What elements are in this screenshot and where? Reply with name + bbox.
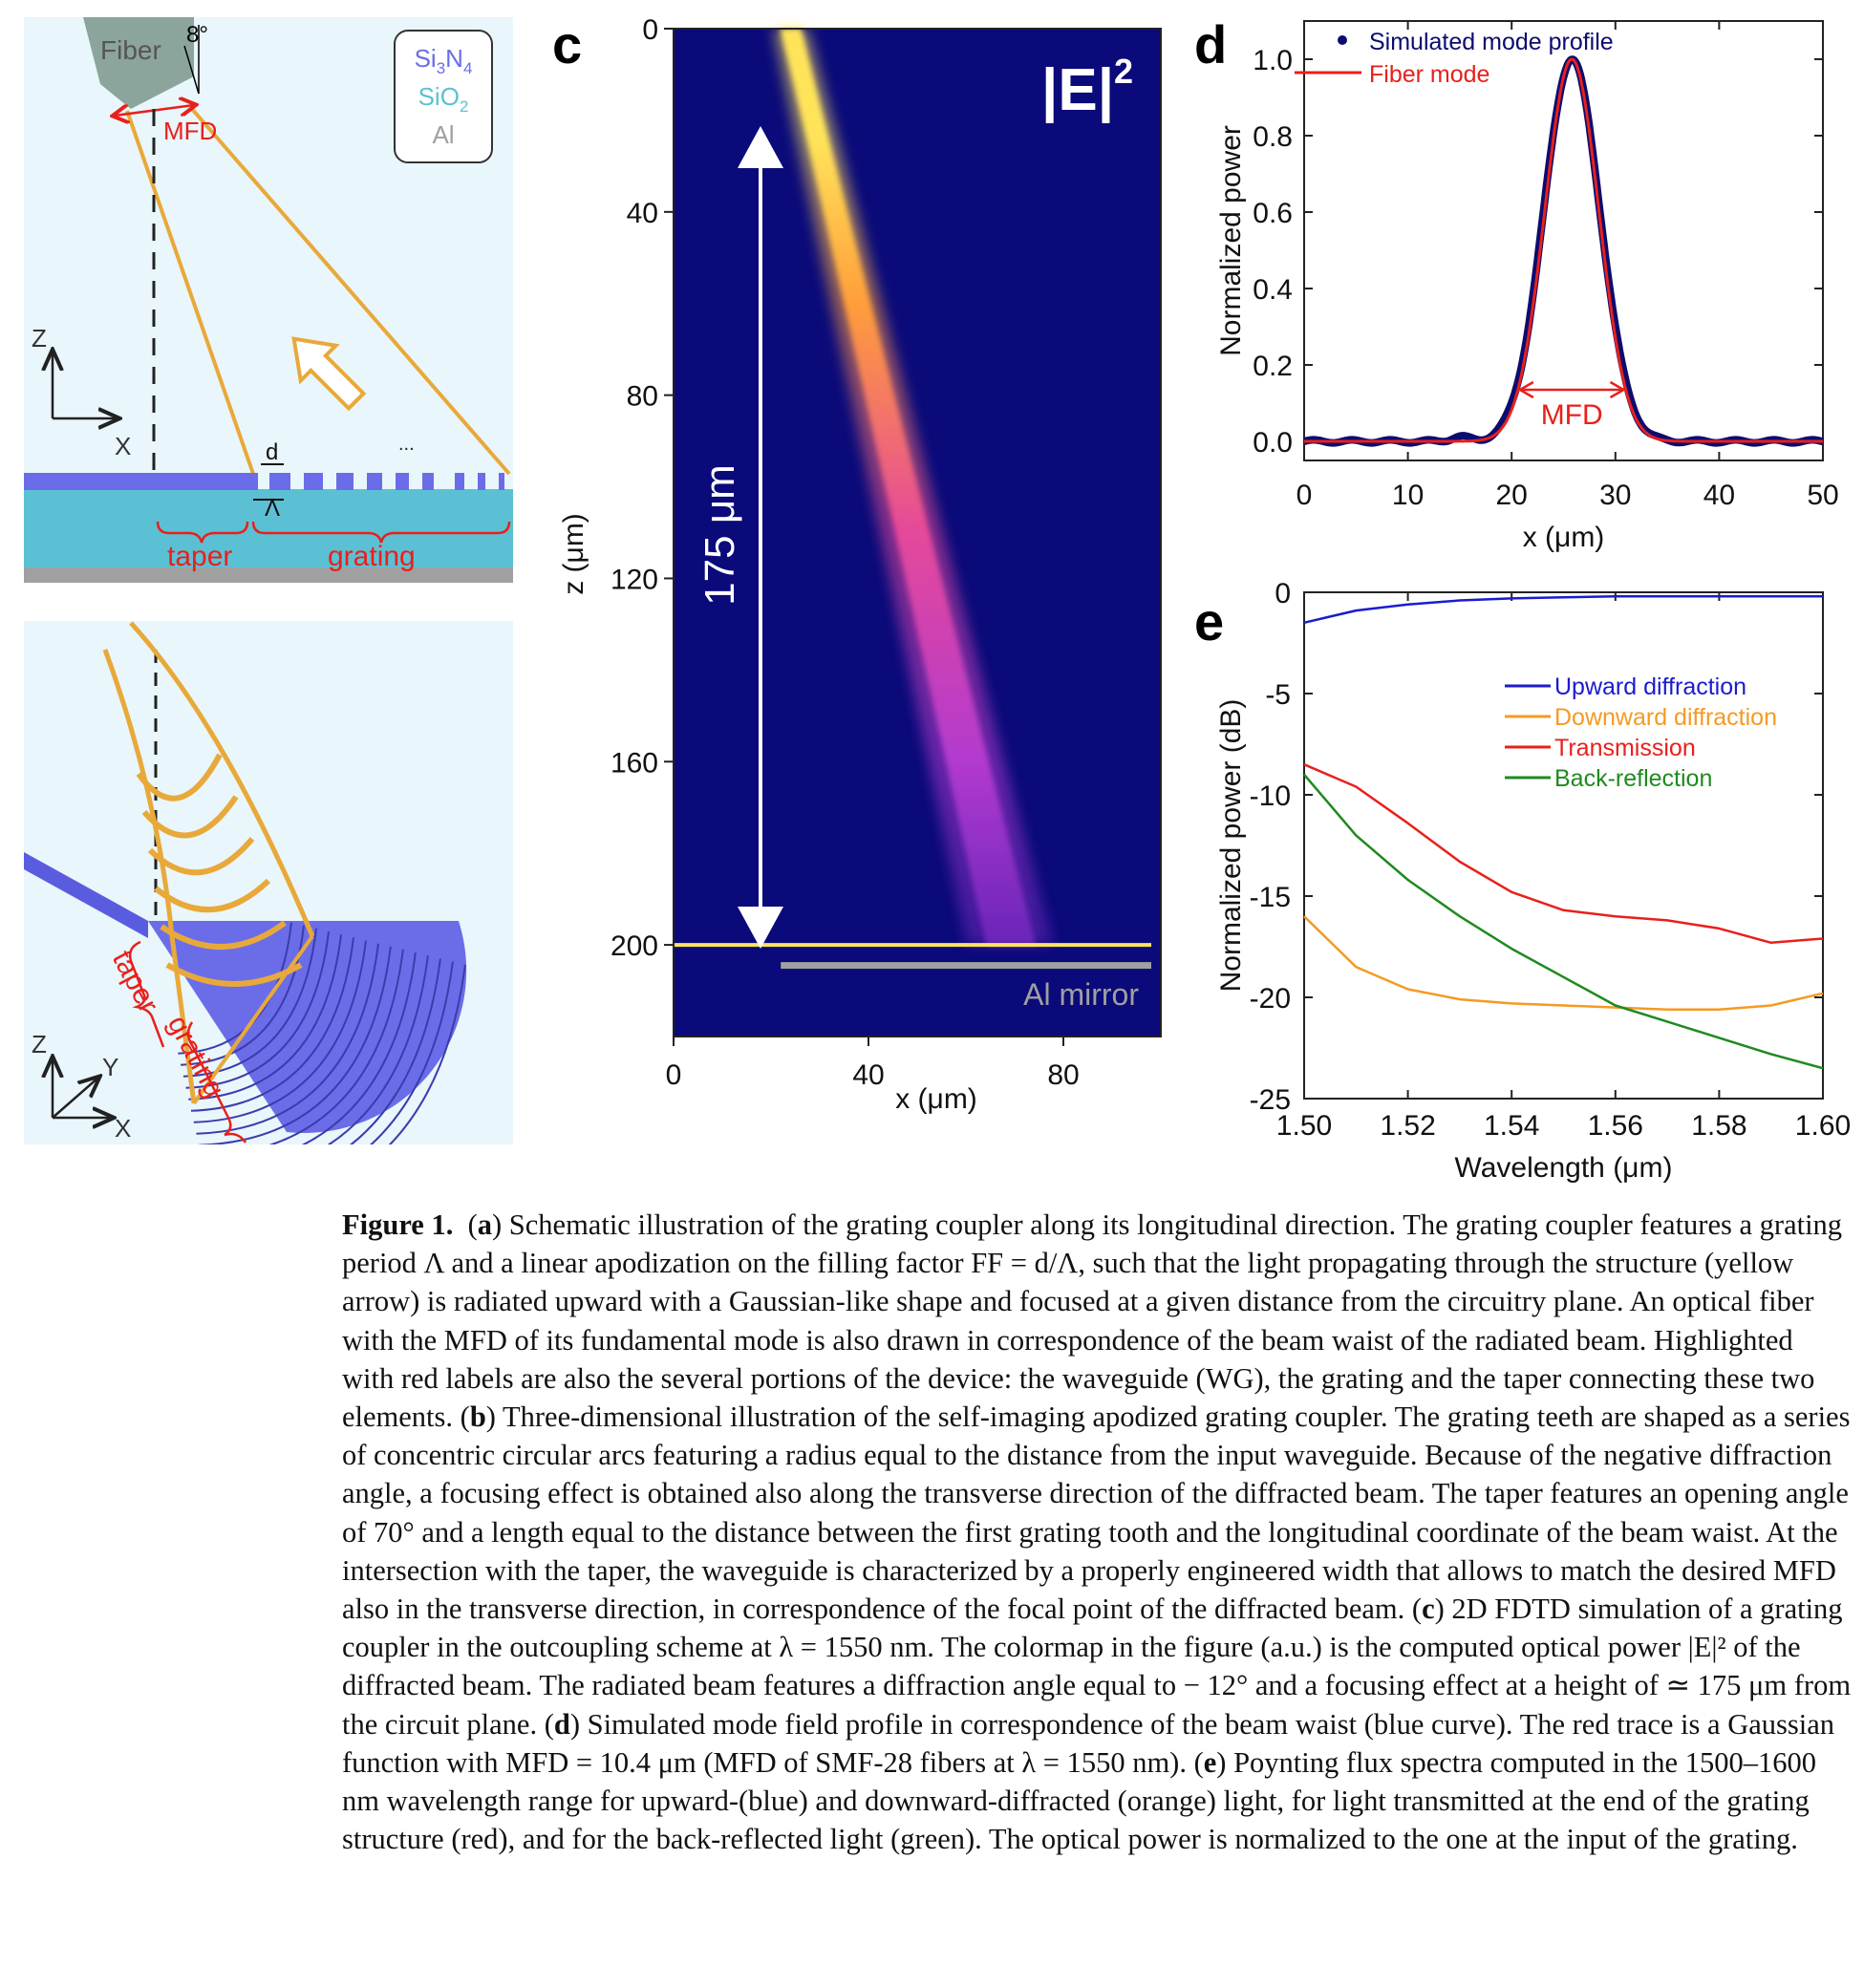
grating-tooth — [478, 473, 485, 490]
e-xtick-label: 1.50 — [1276, 1110, 1332, 1142]
d-xlabel: x (μm) — [1523, 522, 1605, 553]
grating-tooth — [269, 473, 290, 490]
grating-tooth — [336, 473, 354, 490]
grating-label: grating — [328, 541, 416, 572]
e-xtick-label: 1.54 — [1484, 1110, 1539, 1142]
e-ytick-label: 0 — [1275, 578, 1291, 609]
legend-al: Al — [432, 120, 454, 149]
e-xtick-label: 1.56 — [1588, 1110, 1643, 1142]
heatmap-plot-area — [674, 29, 1161, 1037]
heatmap-ylabel: z (μm) — [558, 513, 589, 595]
grating-dots: ... — [398, 434, 415, 455]
d-legend-marker-simulated — [1338, 35, 1347, 45]
heatmap-ytick-label: 0 — [642, 14, 658, 46]
panel-b-3d-illustration: Z Y X taper grating — [24, 621, 513, 1144]
grating-tooth — [396, 473, 409, 490]
caption-ref-c: c — [1422, 1593, 1435, 1625]
caption-text-a: ) Schematic illustration of the grating … — [342, 1208, 1842, 1433]
d-ytick-label: 0.8 — [1253, 121, 1293, 153]
mfd-label: MFD — [163, 117, 217, 145]
d-ytick-label: 1.0 — [1253, 45, 1293, 76]
waveguide-layer — [24, 473, 258, 490]
d-xtick-label: 30 — [1599, 480, 1631, 511]
e-xtick-label: 1.58 — [1691, 1110, 1746, 1142]
e-legend-label: Back-reflection — [1554, 765, 1712, 792]
heatmap-ytick-label: 200 — [611, 930, 658, 962]
d-ytick-label: 0.2 — [1253, 351, 1293, 382]
e-plot-frame — [1304, 592, 1823, 1099]
e-xtick-label: 1.60 — [1795, 1110, 1851, 1142]
e-ytick-label: -15 — [1250, 882, 1291, 913]
caption-ref-e: e — [1204, 1746, 1217, 1779]
e-legend-label: Downward diffraction — [1554, 704, 1777, 731]
fiber-label: Fiber — [100, 35, 161, 65]
focus-distance-label: 175 μm — [696, 464, 743, 606]
d-xtick-label: 10 — [1392, 480, 1424, 511]
panel-a-schematic: Fiber 8° MFD Si3N4 SiO2 Al Z X ... d Λ t… — [24, 17, 513, 583]
taper-label: taper — [167, 541, 232, 572]
caption-text-b: ) Three-dimensional illustration of the … — [342, 1400, 1850, 1625]
d-legend-simulated: Simulated mode profile — [1369, 29, 1614, 55]
heatmap-ytick-label: 120 — [611, 564, 658, 595]
heatmap-ylabel-wrap: z (μm) — [545, 478, 602, 631]
b-axis-z-label: Z — [32, 1030, 47, 1058]
grating-tooth — [455, 473, 464, 490]
caption-ref-a: a — [478, 1208, 492, 1241]
e-ylabel: Normalized power (dB) — [1215, 699, 1247, 993]
heatmap-ytick-label: 80 — [627, 381, 658, 413]
e-ytick-label: -5 — [1265, 679, 1291, 711]
axis-x-label: X — [115, 432, 131, 460]
grating-tooth — [499, 473, 504, 490]
d-ylabel: Normalized power — [1215, 125, 1247, 356]
axis-z-label: Z — [32, 324, 47, 353]
panel-c-heatmap: 0 40 80 120 160 200 0 40 80 |E|2 175 μm Al mirro… — [573, 0, 1166, 1146]
d-xtick-label: 0 — [1296, 480, 1313, 511]
grating-tooth — [304, 473, 323, 490]
b-axis-x-label: X — [115, 1114, 131, 1143]
b-axis-y-label: Y — [102, 1053, 118, 1081]
al-mirror-bar — [781, 962, 1151, 969]
e-xtick-label: 1.52 — [1380, 1110, 1435, 1142]
d-xtick-label: 50 — [1807, 480, 1838, 511]
caption-label: Figure 1. — [342, 1208, 453, 1241]
e-legend-label: Upward diffraction — [1554, 673, 1746, 700]
d-xtick-label: 20 — [1496, 480, 1528, 511]
caption-paragraph: Figure 1. (a) Schematic illustration of … — [342, 1206, 1852, 1858]
panel-e-chart: 0 -5 -10 -15 -20 -251.50 1.52 1.54 1.56 1.58 1.60 W… — [1185, 573, 1864, 1185]
e-legend-label: Transmission — [1554, 735, 1696, 761]
heatmap-xtick-label: 40 — [852, 1059, 884, 1091]
al-mirror-label: Al mirror — [1023, 977, 1139, 1012]
angle-label: 8° — [186, 22, 208, 48]
heatmap-xlabel: x (μm) — [895, 1083, 977, 1115]
al-mirror-layer — [24, 567, 513, 583]
figure-caption: Figure 1. (a) Schematic illustration of … — [342, 1206, 1852, 1858]
e-ytick-label: -10 — [1250, 780, 1291, 812]
d-ytick-label: 0.4 — [1253, 274, 1293, 306]
heatmap-xtick-label: 80 — [1047, 1059, 1079, 1091]
e-xlabel: Wavelength (μm) — [1455, 1152, 1673, 1184]
e-ytick-label: -20 — [1250, 983, 1291, 1015]
d-ytick-label: 0.6 — [1253, 198, 1293, 229]
d-mfd-label: MFD — [1541, 399, 1603, 431]
panel-d-chart: 0.0 0.2 0.4 0.6 0.8 1.0 0 10 20 30 40 50 x (μm) Norma… — [1185, 0, 1864, 573]
grating-tooth — [422, 473, 434, 490]
heatmap-xtick-label: 0 — [666, 1059, 682, 1091]
caption-ref-d: d — [554, 1708, 570, 1741]
d-legend-fiber: Fiber mode — [1369, 61, 1489, 88]
heatmap-ytick-label: 40 — [627, 198, 658, 229]
grating-tooth — [367, 473, 382, 490]
d-ytick-label: 0.0 — [1253, 427, 1293, 459]
d-xtick-label: 40 — [1703, 480, 1735, 511]
caption-ref-b: b — [470, 1400, 486, 1433]
heatmap-ytick-label: 160 — [611, 747, 658, 779]
d-label: d — [266, 439, 278, 465]
